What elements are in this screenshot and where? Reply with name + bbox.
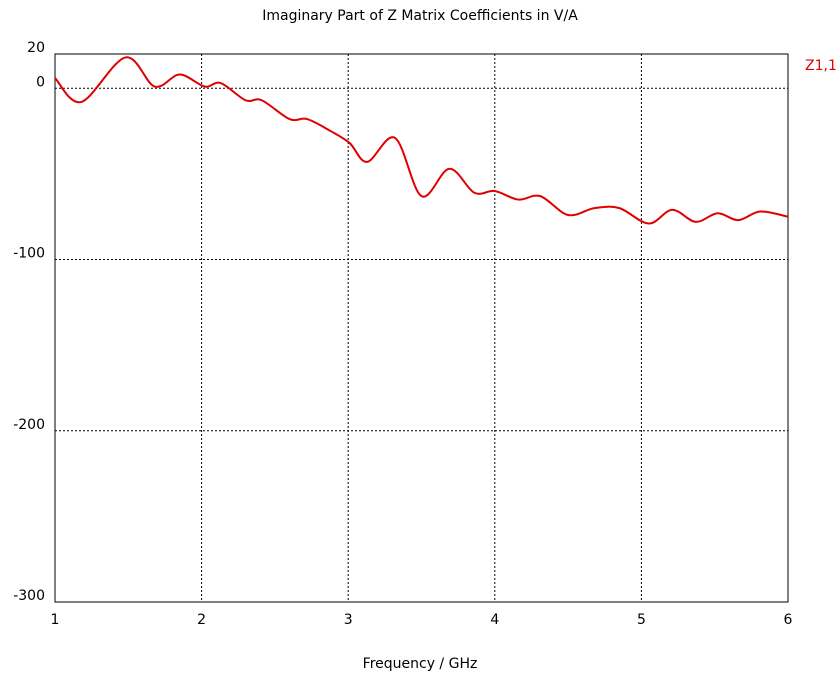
plot-frame bbox=[54, 53, 789, 603]
x-tick-label: 4 bbox=[490, 612, 499, 628]
x-tick-label: 1 bbox=[51, 612, 60, 628]
series-line bbox=[54, 56, 789, 225]
x-tick-label: 6 bbox=[784, 612, 793, 628]
x-tick-label: 3 bbox=[344, 612, 353, 628]
y-tick-label: -200 bbox=[13, 417, 45, 433]
y-tick-label: 20 bbox=[27, 40, 45, 56]
legend-label: Z1,1 bbox=[805, 58, 837, 74]
chart-title: Imaginary Part of Z Matrix Coefficients … bbox=[262, 8, 578, 24]
y-tick-label: -300 bbox=[13, 588, 45, 604]
y-tick-label: 0 bbox=[36, 74, 45, 90]
x-axis-label: Frequency / GHz bbox=[363, 656, 478, 672]
x-tick-label: 2 bbox=[197, 612, 206, 628]
y-tick-label: -100 bbox=[13, 246, 45, 262]
x-tick-label: 5 bbox=[637, 612, 646, 628]
